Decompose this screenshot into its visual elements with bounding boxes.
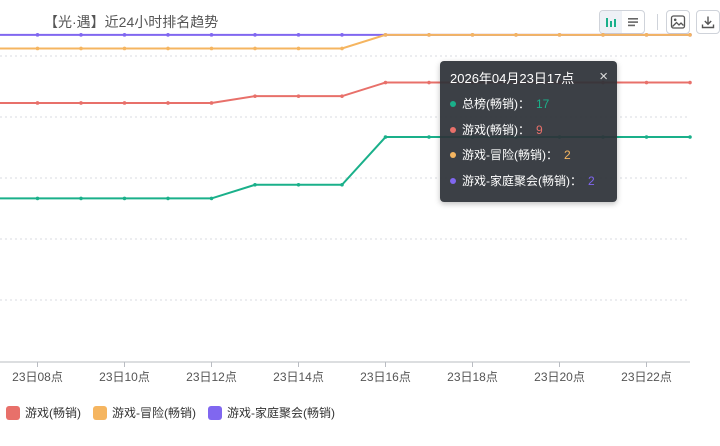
series-dot — [450, 101, 456, 107]
tooltip-label: 总榜(畅销)： — [462, 97, 530, 111]
legend-item[interactable]: 游戏-家庭聚会(畅销) — [208, 404, 335, 421]
legend-swatch — [208, 405, 222, 420]
x-tick-label: 23日18点 — [447, 370, 498, 384]
toolbar-divider — [657, 14, 658, 30]
data-point — [427, 33, 431, 37]
data-point — [427, 80, 431, 85]
x-tick-label: 23日22点 — [621, 370, 672, 384]
data-point — [340, 33, 344, 37]
legend-label: 游戏(畅销) — [25, 406, 81, 420]
data-point — [209, 196, 214, 201]
data-point — [296, 182, 301, 187]
data-point — [166, 33, 170, 37]
legend-label: 游戏-家庭聚会(畅销) — [227, 406, 335, 420]
data-point — [383, 80, 388, 85]
data-point — [166, 46, 170, 51]
data-point — [644, 80, 649, 85]
list-icon[interactable] — [622, 11, 644, 33]
x-tick-label: 23日08点 — [12, 370, 63, 384]
data-point — [209, 101, 214, 105]
chart-title: 【光·遇】近24小时排名趋势 — [44, 14, 219, 30]
tooltip-label: 游戏-冒险(畅销)： — [462, 148, 558, 162]
data-point — [340, 182, 344, 187]
data-point — [383, 135, 388, 139]
data-point — [122, 196, 127, 201]
data-point — [35, 46, 40, 51]
chart-legend: 游戏(畅销) 游戏-冒险(畅销) 游戏-家庭聚会(畅销) — [6, 404, 347, 421]
data-point — [688, 135, 692, 139]
tooltip-value: 9 — [536, 122, 543, 137]
data-point — [514, 33, 518, 37]
data-point — [470, 33, 475, 37]
data-point — [601, 33, 605, 37]
data-point — [296, 46, 301, 51]
close-icon[interactable]: × — [599, 68, 608, 85]
data-point — [79, 196, 83, 201]
view-toggle[interactable] — [599, 10, 645, 34]
data-point — [79, 46, 83, 51]
data-point — [79, 101, 83, 105]
bar-chart-icon[interactable] — [600, 11, 622, 33]
legend-label: 游戏-冒险(畅销) — [112, 406, 196, 420]
legend-swatch — [93, 405, 107, 420]
legend-item[interactable]: 游戏-冒险(畅销) — [93, 404, 196, 421]
data-point — [557, 33, 562, 37]
data-point — [35, 101, 40, 105]
data-point — [209, 33, 214, 37]
series-dot — [450, 126, 456, 133]
tooltip-value: 2 — [564, 148, 571, 162]
data-point — [209, 46, 214, 51]
legend-item[interactable]: 游戏(畅销) — [6, 404, 81, 421]
chart-toolbar — [599, 10, 720, 34]
x-tick-label: 23日20点 — [534, 370, 585, 384]
tooltip-value: 2 — [588, 173, 595, 188]
tooltip-row: 游戏-家庭聚会(畅销)： 2 — [450, 173, 607, 199]
data-point — [35, 196, 40, 201]
tooltip-label: 游戏-家庭聚会(畅销)： — [462, 173, 582, 188]
data-point — [296, 94, 301, 98]
x-tick-label: 23日14点 — [273, 370, 324, 384]
tooltip-row: 游戏(畅销)： 9 — [450, 122, 607, 148]
legend-swatch — [6, 405, 20, 420]
data-point — [688, 80, 692, 85]
data-point — [296, 33, 301, 37]
data-point — [644, 135, 649, 139]
data-point — [35, 33, 40, 37]
data-point — [166, 196, 170, 201]
data-point — [122, 33, 127, 37]
data-point — [253, 94, 257, 98]
tooltip-header: 2026年04月23日17点 — [450, 71, 575, 86]
series-line — [0, 33, 690, 50]
x-tick-label: 23日12点 — [186, 370, 237, 384]
x-tick-label: 23日10点 — [99, 370, 150, 384]
series-dot — [450, 177, 456, 184]
data-point — [253, 46, 257, 51]
data-point — [122, 46, 127, 51]
tooltip-row: 游戏-冒险(畅销)： 2 — [450, 147, 607, 173]
data-point — [688, 33, 692, 37]
data-point — [427, 135, 431, 139]
chart-tooltip: 2026年04月23日17点 × 总榜(畅销)： 17 游戏(畅销)： 9 游戏… — [440, 61, 617, 202]
data-point — [122, 101, 127, 105]
data-point — [340, 46, 344, 51]
data-point — [79, 33, 83, 37]
data-point — [383, 33, 388, 37]
data-point — [340, 94, 344, 98]
image-icon[interactable] — [666, 10, 690, 34]
data-point — [253, 182, 257, 187]
data-point — [253, 33, 257, 37]
tooltip-row: 总榜(畅销)： 17 — [450, 96, 607, 122]
x-tick-label: 23日16点 — [360, 370, 411, 384]
tooltip-label: 游戏(畅销)： — [462, 122, 530, 137]
data-point — [166, 101, 170, 105]
tooltip-value: 17 — [536, 97, 550, 111]
series-dot — [450, 152, 456, 158]
data-point — [644, 33, 649, 37]
